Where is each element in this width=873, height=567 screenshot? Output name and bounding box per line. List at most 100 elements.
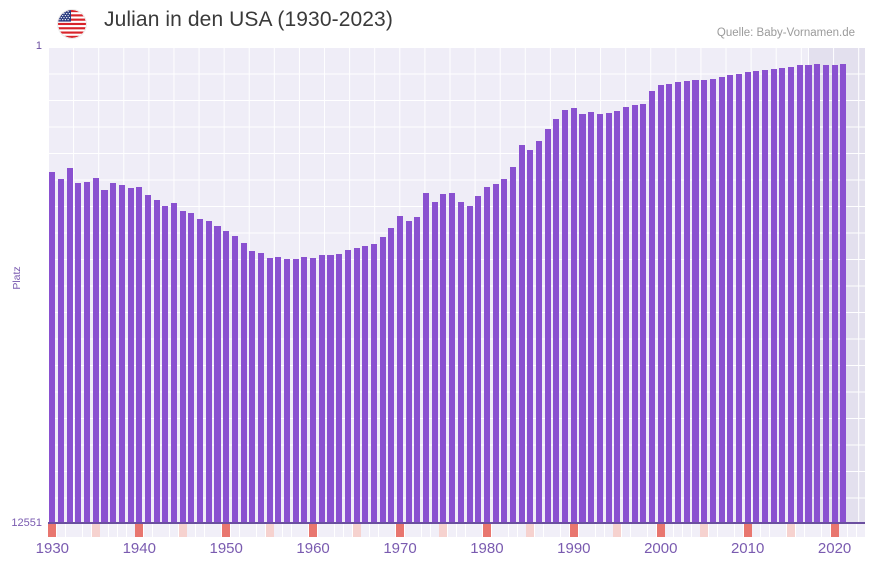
bar-1949[interactable] [214,226,221,523]
bar-2007[interactable] [718,77,725,523]
bar-1967[interactable] [370,243,377,523]
x-tick-1992 [587,524,596,537]
bar-1982[interactable] [501,178,508,523]
bar-1965[interactable] [353,247,360,523]
bar-2011[interactable] [753,71,760,523]
x-tick-2006 [708,524,717,537]
bar-1972[interactable] [414,216,421,523]
bar-1947[interactable] [197,218,204,523]
bar-1973[interactable] [423,193,430,523]
bar-1960[interactable] [310,257,317,523]
bar-1961[interactable] [318,255,325,523]
bar-1940[interactable] [136,186,143,523]
bar-1995[interactable] [614,111,621,523]
bar-1934[interactable] [84,182,91,523]
bar-1937[interactable] [110,182,117,523]
bar-1975[interactable] [440,193,447,523]
bar-1971[interactable] [405,221,412,523]
bar-1931[interactable] [58,178,65,523]
bar-1989[interactable] [562,110,569,523]
bar-2016[interactable] [796,65,803,523]
bar-1954[interactable] [257,252,264,523]
bar-1935[interactable] [92,178,99,523]
bar-1974[interactable] [431,202,438,523]
bar-1966[interactable] [362,246,369,523]
bar-1998[interactable] [640,103,647,523]
bar-1950[interactable] [223,230,230,523]
bar-2014[interactable] [779,68,786,523]
bar-1956[interactable] [275,257,282,523]
bar-1988[interactable] [553,118,560,523]
bar-2003[interactable] [683,81,690,523]
x-tick-2009 [734,524,743,537]
x-tick-1936 [100,524,109,537]
bar-2021[interactable] [840,64,847,523]
bar-2009[interactable] [735,73,742,523]
bar-2002[interactable] [675,82,682,523]
bar-2008[interactable] [727,75,734,523]
bar-1942[interactable] [153,200,160,523]
bar-2019[interactable] [822,65,829,523]
bar-1990[interactable] [570,108,577,523]
bar-1948[interactable] [205,221,212,523]
bar-2006[interactable] [709,78,716,523]
bar-1996[interactable] [622,107,630,523]
bar-1977[interactable] [457,202,464,523]
bar-1952[interactable] [240,242,247,523]
bar-1958[interactable] [292,258,299,523]
bar-2005[interactable] [701,79,708,523]
bar-2012[interactable] [762,69,769,523]
bar-1962[interactable] [327,254,334,523]
bar-2004[interactable] [692,80,699,523]
bar-1994[interactable] [605,112,612,523]
bar-1987[interactable] [544,128,551,523]
bar-1944[interactable] [170,203,178,523]
bar-2001[interactable] [666,84,673,523]
bar-1953[interactable] [249,251,256,523]
bar-1999[interactable] [649,90,656,523]
bar-1992[interactable] [588,111,595,523]
bar-1980[interactable] [483,187,490,523]
bar-1993[interactable] [596,114,603,523]
bar-2000[interactable] [657,85,664,523]
x-tick-2012 [761,524,770,537]
bar-1932[interactable] [66,167,73,523]
bar-2013[interactable] [770,68,777,523]
bar-2018[interactable] [814,64,821,523]
bar-1963[interactable] [336,254,343,523]
bar-2010[interactable] [744,72,751,523]
bar-1986[interactable] [536,141,543,523]
bar-1964[interactable] [344,249,351,523]
bar-1979[interactable] [475,196,482,523]
bar-1997[interactable] [631,105,638,523]
bar-1946[interactable] [188,212,195,523]
bar-2015[interactable] [788,66,795,523]
bar-1933[interactable] [75,182,82,523]
bar-1969[interactable] [388,227,395,523]
bar-1984[interactable] [518,144,525,523]
bar-1959[interactable] [301,257,308,523]
bar-1981[interactable] [492,184,499,523]
bar-1983[interactable] [509,166,517,523]
bar-2020[interactable] [831,64,838,523]
bar-1955[interactable] [266,258,273,523]
x-tick-1962 [326,524,335,537]
bar-1970[interactable] [396,215,404,523]
bar-1978[interactable] [466,205,473,523]
bar-1941[interactable] [144,194,151,523]
bar-1936[interactable] [101,190,108,523]
bar-1930[interactable] [49,172,56,523]
bar-1951[interactable] [231,235,238,523]
bar-1968[interactable] [379,236,386,523]
bar-1976[interactable] [449,192,456,523]
bar-1939[interactable] [127,188,134,523]
bar-1938[interactable] [118,185,125,523]
bar-2017[interactable] [805,64,812,523]
bar-1943[interactable] [162,205,169,523]
x-tick-2001 [665,524,674,537]
bar-1945[interactable] [179,210,186,523]
x-tick-1997 [630,524,639,537]
bar-1991[interactable] [579,113,586,523]
bar-1985[interactable] [527,150,534,523]
bar-1957[interactable] [283,259,291,523]
